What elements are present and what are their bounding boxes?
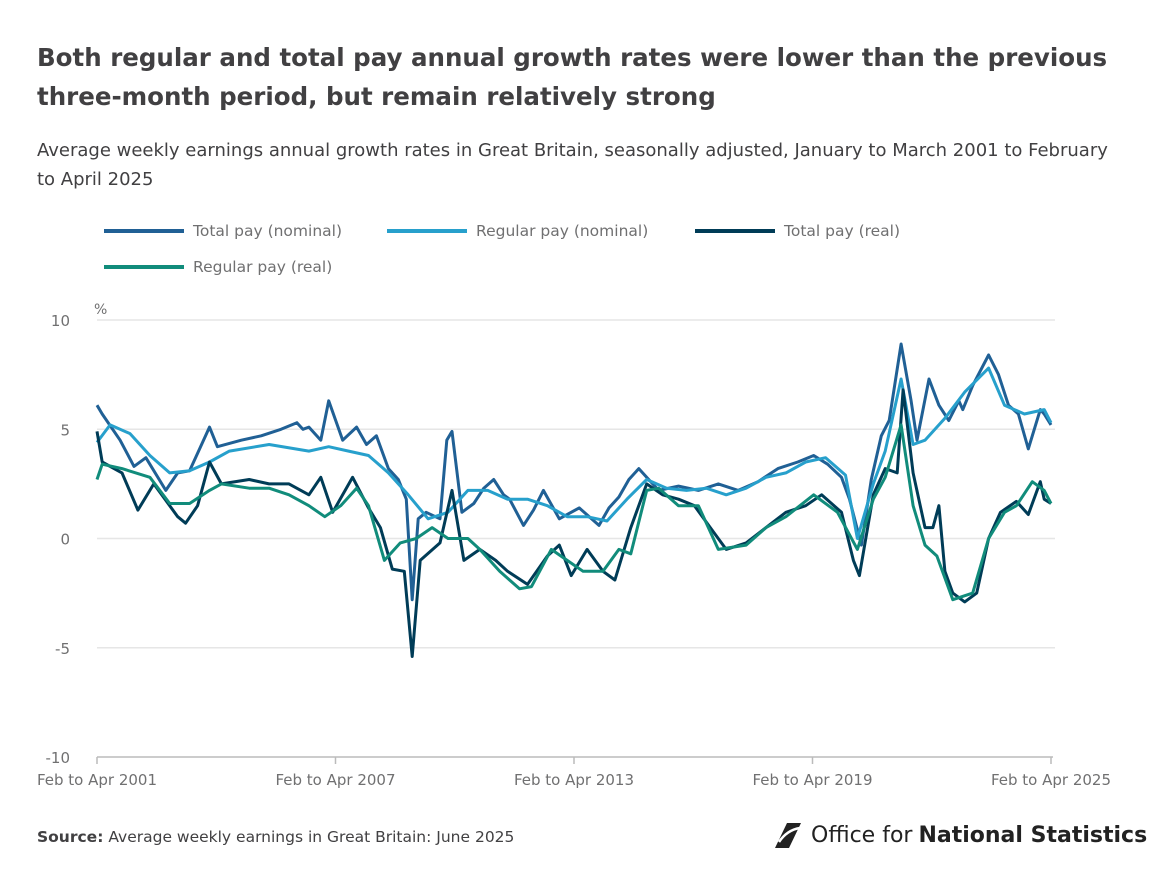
ons-logo: Office for National Statistics (773, 820, 1147, 850)
y-tick-label: -5 (55, 640, 70, 658)
x-tick-label: Feb to Apr 2019 (752, 771, 872, 789)
legend-swatch (387, 229, 467, 233)
x-tick-label: Feb to Apr 2025 (991, 771, 1111, 789)
x-tick-label: Feb to Apr 2001 (37, 771, 157, 789)
y-tick-label: -10 (46, 749, 71, 767)
logo-name: National Statistics (918, 822, 1148, 848)
y-tick-label: 10 (51, 312, 70, 330)
chart-subtitle: Average weekly earnings annual growth ra… (37, 140, 1108, 190)
source-label: Source: (37, 828, 104, 846)
legend-label: Regular pay (nominal) (476, 222, 649, 240)
legend-swatch (104, 229, 184, 233)
x-tick-label: Feb to Apr 2007 (275, 771, 395, 789)
legend-item-total-real[interactable]: Total pay (real) (695, 222, 900, 240)
legend-item-total-nominal[interactable]: Total pay (nominal) (104, 222, 342, 240)
y-tick-label: 0 (60, 531, 70, 549)
legend-swatch (104, 265, 184, 269)
legend-label: Total pay (nominal) (193, 222, 342, 240)
logo-prefix: Office for (811, 822, 913, 848)
ons-logo-icon (775, 823, 801, 848)
line-chart: 10 5 0 -5 -10% Feb to Apr 2001 Feb to Apr 2007… (37, 302, 1111, 789)
legend-item-regular-nominal[interactable]: Regular pay (nominal) (387, 222, 648, 240)
legend-swatch (695, 229, 775, 233)
series-line-regular-pay-nominal (95, 366, 1053, 540)
legend-item-regular-real[interactable]: Regular pay (real) (104, 258, 332, 276)
series-line-regular-pay-real (95, 423, 1053, 602)
source-note: Source: Average weekly earnings in Great… (37, 828, 514, 846)
chart-title: Both regular and total pay annual growth… (37, 43, 1108, 111)
x-tick-label: Feb to Apr 2013 (514, 771, 634, 789)
y-tick-label: 5 (60, 421, 70, 439)
legend-label: Total pay (real) (784, 222, 901, 240)
source-text: Average weekly earnings in Great Britain… (108, 828, 515, 846)
series-line-total-pay-nominal (95, 342, 1053, 602)
series-line-total-pay-real (95, 388, 1052, 658)
y-axis-unit: % (94, 302, 107, 318)
legend-label: Regular pay (real) (193, 258, 333, 276)
